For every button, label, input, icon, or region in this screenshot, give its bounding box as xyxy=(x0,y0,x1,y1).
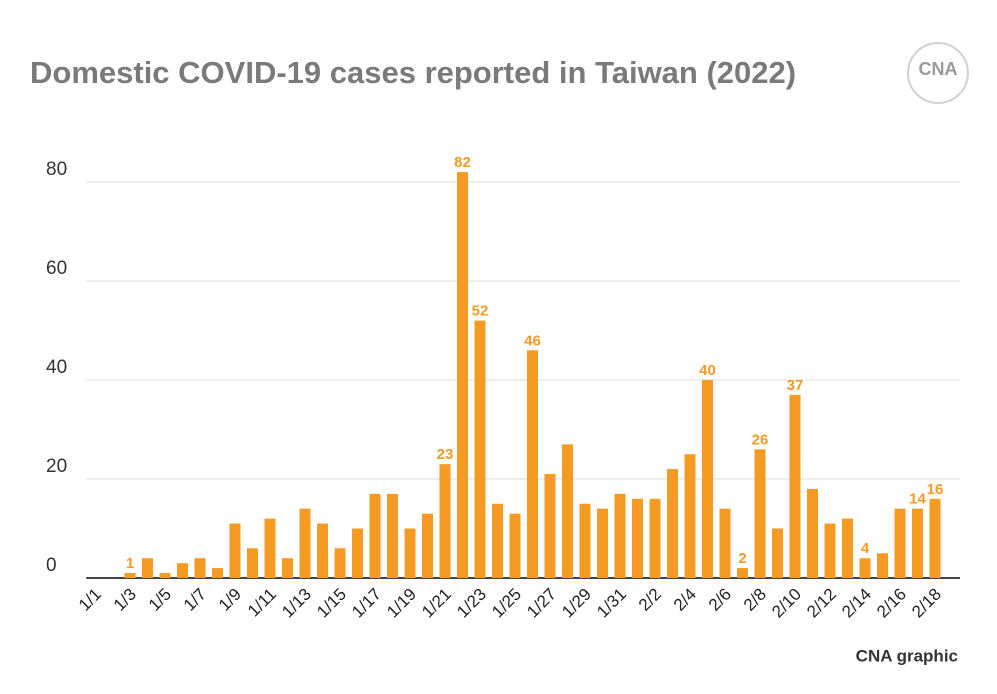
bar xyxy=(422,513,433,578)
x-tick-label: 2/2 xyxy=(635,585,665,615)
chart-title: Domestic COVID-19 cases reported in Taiw… xyxy=(30,55,796,90)
logo-text: CNA xyxy=(919,59,958,79)
bar xyxy=(282,558,293,578)
x-tick-label: 1/27 xyxy=(523,585,560,622)
x-tick-label: 2/6 xyxy=(705,585,735,615)
bar xyxy=(334,548,346,578)
value-label: 2 xyxy=(738,550,746,567)
bar xyxy=(457,172,468,578)
bar xyxy=(177,563,188,578)
bar xyxy=(544,474,556,578)
bar xyxy=(142,558,153,578)
bar xyxy=(894,508,906,578)
bar xyxy=(842,518,853,578)
x-tick-label: 1/1 xyxy=(75,585,105,615)
x-tick-label: 2/4 xyxy=(670,585,700,615)
x-tick-label: 2/18 xyxy=(908,585,945,622)
bar xyxy=(299,508,311,578)
bar xyxy=(352,528,363,578)
bar xyxy=(562,444,573,578)
logo-circle xyxy=(907,42,969,104)
value-label: 26 xyxy=(752,431,769,448)
bar xyxy=(632,498,643,578)
bar xyxy=(667,469,678,578)
x-tick-label: 1/31 xyxy=(593,585,630,622)
bar xyxy=(859,558,871,578)
bar xyxy=(212,568,223,578)
value-label: 23 xyxy=(437,446,454,463)
x-tick-label: 2/8 xyxy=(740,585,770,615)
x-tick-label: 1/15 xyxy=(313,585,350,622)
bar xyxy=(597,508,608,578)
bar xyxy=(754,449,766,578)
bar xyxy=(614,493,626,578)
x-tick-label: 1/19 xyxy=(383,585,420,622)
x-tick-label: 2/14 xyxy=(838,585,875,622)
x-tick-label: 2/12 xyxy=(803,585,840,622)
x-tick-label: 1/23 xyxy=(453,585,490,622)
bar xyxy=(159,573,171,578)
x-tick-label: 1/11 xyxy=(244,585,280,621)
bar xyxy=(229,523,241,578)
bar xyxy=(807,488,818,578)
bar xyxy=(912,508,923,578)
value-label: 52 xyxy=(472,303,489,320)
bar xyxy=(492,503,503,578)
value-label: 14 xyxy=(909,491,926,508)
bar xyxy=(684,454,696,578)
value-label: 40 xyxy=(699,362,716,379)
bar xyxy=(579,503,591,578)
bar xyxy=(317,523,328,578)
bar xyxy=(404,528,416,578)
bar xyxy=(824,523,836,578)
y-tick-label: 20 xyxy=(46,456,67,477)
x-tick-label: 1/3 xyxy=(110,585,140,615)
x-tick-label: 1/25 xyxy=(488,585,525,622)
x-tick-label: 1/17 xyxy=(348,585,385,622)
x-tick-label: 2/16 xyxy=(873,585,910,622)
y-tick-label: 40 xyxy=(46,357,67,378)
x-tick-label: 1/13 xyxy=(278,585,315,622)
value-label: 1 xyxy=(126,555,134,572)
x-tick-label: 1/29 xyxy=(558,585,595,622)
bar xyxy=(649,498,661,578)
value-label: 37 xyxy=(787,377,804,394)
y-tick-label: 0 xyxy=(46,555,57,576)
x-tick-label: 1/7 xyxy=(180,585,210,615)
x-tick-label: 1/21 xyxy=(418,585,455,622)
bar xyxy=(772,528,783,578)
x-tick-label: 2/10 xyxy=(768,585,805,622)
bar xyxy=(702,380,713,578)
bar xyxy=(737,568,748,578)
bar xyxy=(527,350,538,578)
bar xyxy=(369,493,381,578)
value-label: 4 xyxy=(861,540,870,557)
bar xyxy=(509,513,521,578)
logo: CNA xyxy=(907,42,969,104)
bar xyxy=(247,548,258,578)
x-tick-label: 1/5 xyxy=(145,585,175,615)
bar xyxy=(194,558,206,578)
value-label: 46 xyxy=(524,332,541,349)
bar xyxy=(264,518,276,578)
bar xyxy=(719,508,731,578)
bar xyxy=(439,464,451,578)
bar xyxy=(124,573,136,578)
y-tick-label: 60 xyxy=(46,258,67,279)
source: CNA graphic xyxy=(856,646,958,665)
bar xyxy=(929,498,941,578)
bar xyxy=(789,394,801,578)
bar xyxy=(387,493,398,578)
x-tick-label: 1/9 xyxy=(215,585,245,615)
value-label: 82 xyxy=(454,154,471,171)
value-label: 16 xyxy=(927,481,944,498)
bar xyxy=(474,320,486,578)
y-tick-label: 80 xyxy=(46,159,67,180)
bar xyxy=(877,553,888,578)
